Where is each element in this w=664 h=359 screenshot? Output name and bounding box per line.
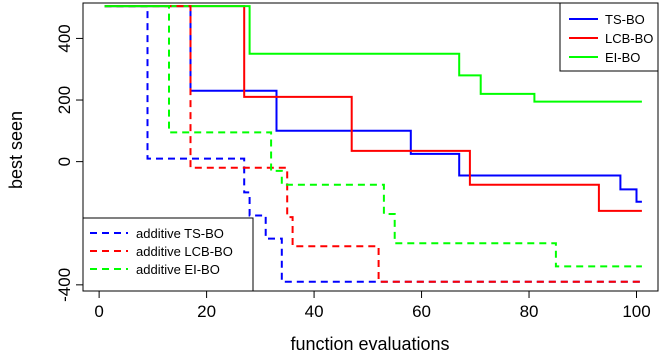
x-tick-label-100: 100: [622, 302, 650, 321]
legend-label-lcb-bo: LCB-BO: [605, 31, 653, 46]
legend-label-additive-ei-bo: additive EI-BO: [136, 262, 220, 277]
y-tick-label-0: 0: [55, 157, 74, 166]
series-line-ei-bo: [104, 5, 642, 103]
y-axis-label: best seen: [6, 111, 26, 189]
series-line-ts-bo: [104, 5, 642, 203]
series-line-lcb-bo: [104, 5, 642, 212]
series-line-additive-ei-bo: [104, 5, 642, 268]
x-tick-label-0: 0: [94, 302, 103, 321]
series-line-additive-ts-bo: [104, 5, 642, 283]
y-tick-label-400: 400: [55, 24, 74, 52]
legend-label-ts-bo: TS-BO: [605, 12, 645, 27]
x-axis: 0 20 40 60 80 100: [94, 291, 651, 321]
plot-box: [82, 2, 659, 292]
legend-bottom-left: additive TS-BO additive LCB-BO additive …: [82, 217, 254, 292]
y-axis: -400 0 200 400: [55, 24, 83, 302]
legend-label-ei-bo: EI-BO: [605, 50, 640, 65]
legend-label-additive-ts-bo: additive TS-BO: [136, 226, 224, 241]
legend-bottom-left-box: [82, 217, 254, 292]
legend-label-additive-lcb-bo: additive LCB-BO: [136, 244, 233, 259]
y-tick-label-200: 200: [55, 86, 74, 114]
x-tick-label-20: 20: [197, 302, 216, 321]
x-tick-label-60: 60: [412, 302, 431, 321]
legend-top-right: TS-BO LCB-BO EI-BO: [559, 2, 659, 72]
x-axis-label: function evaluations: [290, 334, 449, 354]
series-layer: [104, 5, 642, 283]
y-tick-label-neg400: -400: [55, 268, 74, 302]
x-tick-label-40: 40: [305, 302, 324, 321]
x-tick-label-80: 80: [520, 302, 539, 321]
series-line-additive-lcb-bo: [104, 5, 642, 283]
